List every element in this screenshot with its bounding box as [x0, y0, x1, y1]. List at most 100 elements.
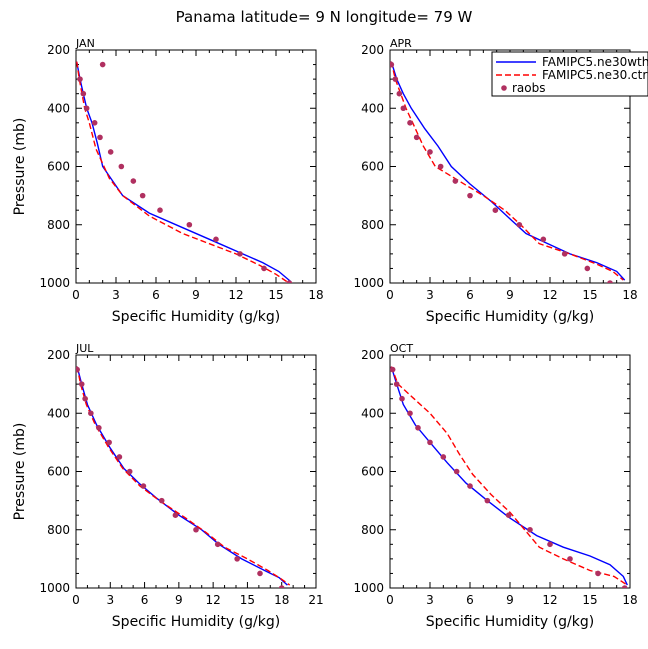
raobs-point	[437, 163, 444, 170]
raobs-point	[213, 236, 219, 243]
legend-entry: FAMIPC5.ne30.ctrl	[496, 68, 648, 82]
raobs-point	[278, 585, 285, 588]
raobs-point	[286, 280, 293, 283]
raobs-point	[607, 280, 613, 283]
raobs-point	[78, 381, 85, 387]
legend-marker	[501, 85, 507, 91]
ctrl-series-line	[390, 61, 624, 281]
x-tick-label: 21	[308, 593, 323, 607]
raobs-point	[91, 120, 98, 126]
y-tick-label: 400	[361, 406, 384, 420]
x-tick-label: 0	[72, 288, 80, 302]
figure-title: Panama latitude= 9 N longitude= 79 W	[176, 8, 473, 26]
raobs-point	[440, 454, 447, 460]
raobs-point	[505, 512, 512, 518]
raobs-point	[595, 570, 601, 577]
ctrl-series-line	[390, 366, 628, 586]
ctrl-series-line	[76, 61, 288, 283]
x-tick-label: 6	[141, 593, 149, 607]
y-tick-label: 1000	[353, 581, 384, 595]
legend-label: FAMIPC5.ne30wthr	[542, 55, 648, 69]
x-tick-label: 18	[308, 288, 323, 302]
raobs-point	[427, 439, 433, 446]
plot-frame	[75, 49, 317, 284]
panel-title: OCT	[390, 342, 413, 355]
x-tick-label: 18	[622, 593, 637, 607]
raobs-point	[82, 395, 88, 402]
raobs-point	[261, 265, 267, 272]
wthr-series-line	[390, 61, 626, 281]
raobs-point	[561, 251, 568, 257]
raobs-point	[257, 570, 263, 577]
x-tick-label: 3	[426, 593, 434, 607]
legend-entry: FAMIPC5.ne30wthr	[496, 55, 648, 69]
y-tick-label: 600	[361, 160, 384, 174]
raobs-point	[106, 439, 112, 446]
raobs-point	[214, 541, 221, 548]
x-tick-label: 18	[622, 288, 637, 302]
raobs-point	[413, 134, 420, 141]
raobs-point	[130, 178, 137, 184]
x-tick-label: 15	[582, 288, 597, 302]
raobs-point	[527, 526, 533, 533]
raobs-point	[452, 178, 459, 184]
x-tick-label: 0	[386, 593, 394, 607]
x-tick-label: 9	[506, 288, 514, 302]
x-tick-label: 12	[228, 288, 243, 302]
raobs-point	[116, 454, 123, 460]
x-tick-label: 0	[72, 593, 80, 607]
y-tick-label: 1000	[39, 276, 70, 290]
y-tick-label: 1000	[39, 581, 70, 595]
raobs-point	[484, 497, 491, 504]
y-tick-label: 600	[47, 465, 70, 479]
y-tick-label: 400	[47, 406, 70, 420]
raobs-point	[172, 512, 179, 518]
plot-frame	[389, 354, 631, 589]
raobs-point	[400, 105, 407, 112]
x-axis-label: Specific Humidity (g/kg)	[112, 614, 280, 630]
y-axis-label: Pressure (mb)	[12, 423, 28, 521]
x-tick-label: 6	[152, 288, 160, 302]
y-tick-label: 200	[361, 348, 384, 362]
y-tick-label: 200	[47, 348, 70, 362]
panel-title: JUL	[75, 342, 94, 355]
wthr-series-line	[76, 366, 288, 586]
raobs-point	[237, 251, 243, 257]
raobs-point	[621, 585, 628, 588]
raobs-point	[396, 90, 403, 97]
raobs-point	[186, 221, 193, 228]
raobs-point	[540, 236, 547, 243]
x-tick-label: 9	[192, 288, 200, 302]
y-tick-label: 1000	[353, 276, 384, 290]
legend-box	[491, 51, 648, 97]
x-axis-label: Specific Humidity (g/kg)	[426, 309, 594, 325]
y-tick-label: 800	[47, 523, 70, 537]
raobs-point	[407, 410, 413, 417]
y-tick-label: 800	[361, 218, 384, 232]
x-tick-label: 12	[542, 288, 557, 302]
x-tick-label: 15	[582, 593, 597, 607]
raobs-point	[96, 425, 102, 431]
raobs-point	[76, 366, 80, 373]
raobs-point	[77, 76, 83, 82]
raobs-point	[88, 410, 94, 417]
raobs-point	[399, 395, 405, 402]
series-group	[76, 61, 293, 283]
panel-oct: OCT 0 3 6 9 12 15 18 200 400 600 800 1000 Specific Hu…	[353, 342, 637, 630]
x-axis-label: Specific Humidity (g/kg)	[112, 309, 280, 325]
raobs-point	[516, 221, 523, 228]
legend-label: raobs	[512, 81, 546, 95]
y-tick-label: 200	[361, 43, 384, 57]
y-tick-label: 800	[47, 218, 70, 232]
y-tick-label: 200	[47, 43, 70, 57]
raobs-point	[140, 483, 147, 489]
y-axis-label: Pressure (mb)	[12, 118, 28, 216]
panel-jul: JUL 0 3 6 9 12 15 18 21 200 400 600 800 1000 Specific …	[12, 342, 324, 630]
raobs-point	[107, 149, 114, 155]
raobs-point	[492, 207, 499, 213]
raobs-point	[99, 61, 106, 68]
series-group	[76, 366, 291, 588]
x-tick-label: 6	[466, 288, 474, 302]
